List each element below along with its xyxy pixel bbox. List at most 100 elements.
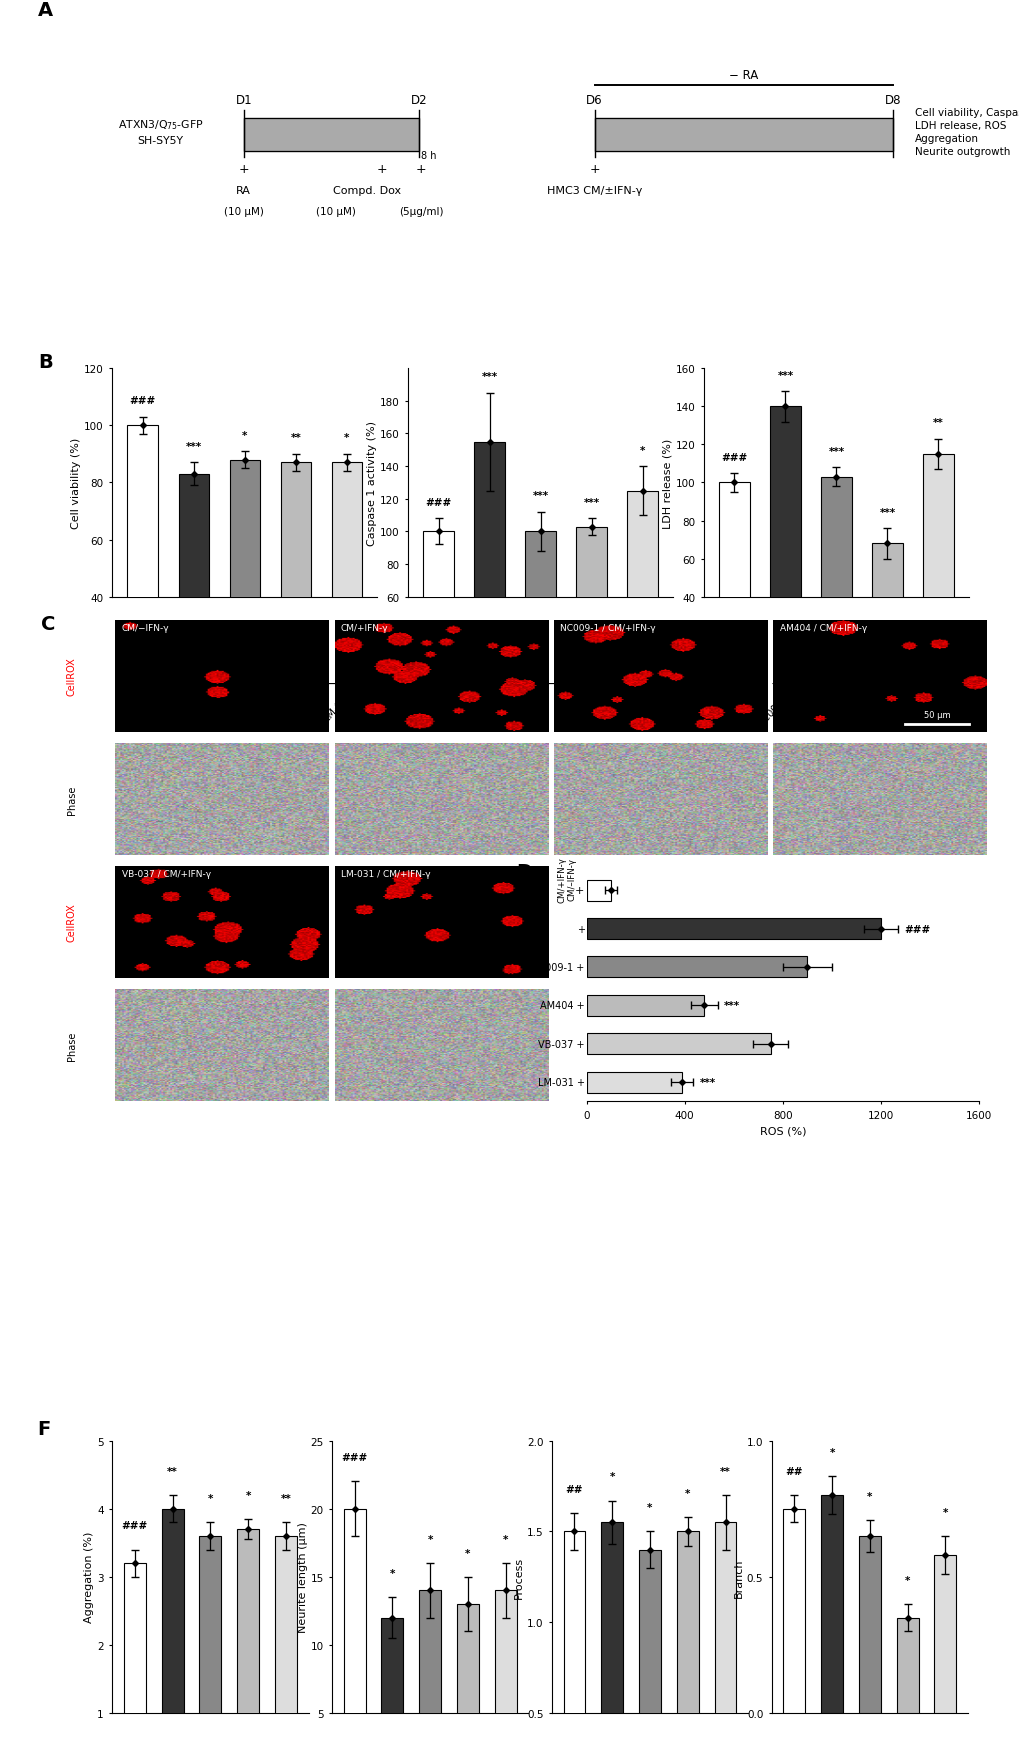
Bar: [419, 1590, 440, 1757]
Text: 8 h: 8 h: [421, 151, 436, 162]
Bar: [600, 1522, 623, 1757]
Y-axis label: LDH release (%): LDH release (%): [662, 437, 673, 529]
Text: D2: D2: [411, 95, 427, 107]
Y-axis label: Caspase 1 activity (%): Caspase 1 activity (%): [367, 420, 377, 546]
Text: Phase: Phase: [67, 785, 76, 813]
Bar: [161, 1509, 183, 1757]
Text: *: *: [246, 1490, 251, 1500]
Text: LM-031 / CM/+IFN-γ: LM-031 / CM/+IFN-γ: [340, 870, 430, 878]
Text: 50 μm: 50 μm: [923, 710, 950, 719]
Text: ##: ##: [785, 1465, 802, 1476]
Text: NC009-1: NC009-1: [164, 691, 201, 727]
Text: ***: ***: [481, 372, 497, 381]
Bar: [820, 478, 851, 673]
Text: ###: ###: [341, 1453, 368, 1462]
Text: +: +: [416, 163, 426, 176]
Text: AM404 +: AM404 +: [539, 1001, 584, 1010]
Bar: [229, 460, 260, 712]
Text: − RA: − RA: [729, 69, 758, 83]
Text: D: D: [516, 863, 532, 882]
Bar: [127, 425, 158, 712]
Text: +: +: [933, 652, 942, 662]
Text: LM-031 +: LM-031 +: [537, 1077, 584, 1088]
Text: C: C: [41, 615, 55, 634]
Y-axis label: Process: Process: [514, 1557, 524, 1597]
Text: B: B: [38, 353, 53, 372]
Text: *: *: [208, 1493, 213, 1504]
Text: CM/+IFN-γ
CM/–IFN-γ: CM/+IFN-γ CM/–IFN-γ: [556, 856, 576, 901]
Text: +: +: [882, 652, 891, 662]
Bar: [123, 1564, 146, 1757]
Text: +: +: [434, 627, 442, 638]
Bar: [871, 545, 902, 673]
Bar: [718, 483, 749, 673]
Text: AM404: AM404: [812, 691, 843, 722]
Text: CM/–IFN-γ +: CM/–IFN-γ +: [114, 627, 169, 636]
Bar: [280, 464, 311, 712]
Bar: [586, 880, 610, 901]
Text: AM404: AM404: [221, 691, 252, 722]
Text: **: **: [290, 434, 301, 443]
Text: NC009-1: NC009-1: [460, 691, 496, 727]
Text: *: *: [242, 430, 248, 441]
Text: ***: ***: [532, 492, 548, 501]
Text: +: +: [730, 627, 738, 638]
Text: +: +: [576, 924, 584, 935]
Text: NC009-1: NC009-1: [755, 691, 792, 727]
Text: *: *: [343, 434, 350, 443]
Bar: [237, 1529, 259, 1757]
Text: VB-037 +: VB-037 +: [537, 1038, 584, 1049]
Text: +: +: [575, 886, 584, 896]
Text: NC009-1 / CM/+IFN-γ: NC009-1 / CM/+IFN-γ: [559, 624, 655, 633]
Text: HMC3 CM/±IFN-γ: HMC3 CM/±IFN-γ: [546, 186, 642, 197]
Bar: [494, 1590, 517, 1757]
Text: *: *: [465, 1548, 470, 1558]
Bar: [677, 1532, 698, 1757]
Bar: [244, 119, 419, 153]
Bar: [627, 492, 657, 696]
Bar: [474, 443, 504, 696]
Text: ###: ###: [720, 452, 747, 462]
Bar: [594, 119, 892, 153]
Text: D1: D1: [235, 95, 252, 107]
Text: VB-037 / CM/+IFN-γ: VB-037 / CM/+IFN-γ: [121, 870, 211, 878]
Text: VB-037: VB-037: [861, 691, 894, 724]
Text: ***: ***: [185, 441, 202, 452]
Bar: [820, 1495, 842, 1713]
Bar: [562, 1532, 585, 1757]
Text: (10 μM): (10 μM): [223, 207, 264, 216]
Y-axis label: Aggregation (%): Aggregation (%): [85, 1532, 95, 1622]
Text: *: *: [904, 1574, 909, 1585]
Text: ***: ***: [776, 371, 793, 381]
Text: +: +: [485, 652, 493, 662]
Text: **: **: [932, 418, 943, 429]
Text: +: +: [291, 652, 300, 662]
Text: +: +: [589, 163, 599, 176]
Text: +: +: [342, 652, 351, 662]
Text: Phase: Phase: [67, 1031, 76, 1059]
Text: +: +: [238, 163, 249, 176]
Bar: [586, 994, 704, 1016]
Text: VB-037: VB-037: [566, 691, 598, 724]
Bar: [896, 1618, 918, 1713]
Text: +: +: [190, 652, 198, 662]
Text: D6: D6: [586, 95, 602, 107]
Text: CellROX: CellROX: [67, 657, 76, 696]
Text: ATXN3/Q$_{75}$-GFP
SH-SY5Y: ATXN3/Q$_{75}$-GFP SH-SY5Y: [117, 118, 203, 146]
Text: F: F: [38, 1420, 51, 1437]
Text: CM/−IFN-γ: CM/−IFN-γ: [121, 624, 169, 633]
Bar: [275, 1536, 297, 1757]
Bar: [178, 474, 209, 712]
Text: *: *: [609, 1472, 614, 1481]
Text: *: *: [427, 1534, 432, 1544]
Text: *: *: [647, 1502, 652, 1513]
Text: +: +: [377, 163, 387, 176]
Bar: [331, 464, 362, 712]
Bar: [244, 119, 419, 153]
Bar: [933, 1555, 956, 1713]
Text: +: +: [781, 652, 789, 662]
Text: VB-037: VB-037: [270, 691, 303, 724]
Text: ###: ###: [904, 924, 929, 935]
Text: LM-031: LM-031: [321, 691, 354, 724]
Bar: [200, 1536, 221, 1757]
